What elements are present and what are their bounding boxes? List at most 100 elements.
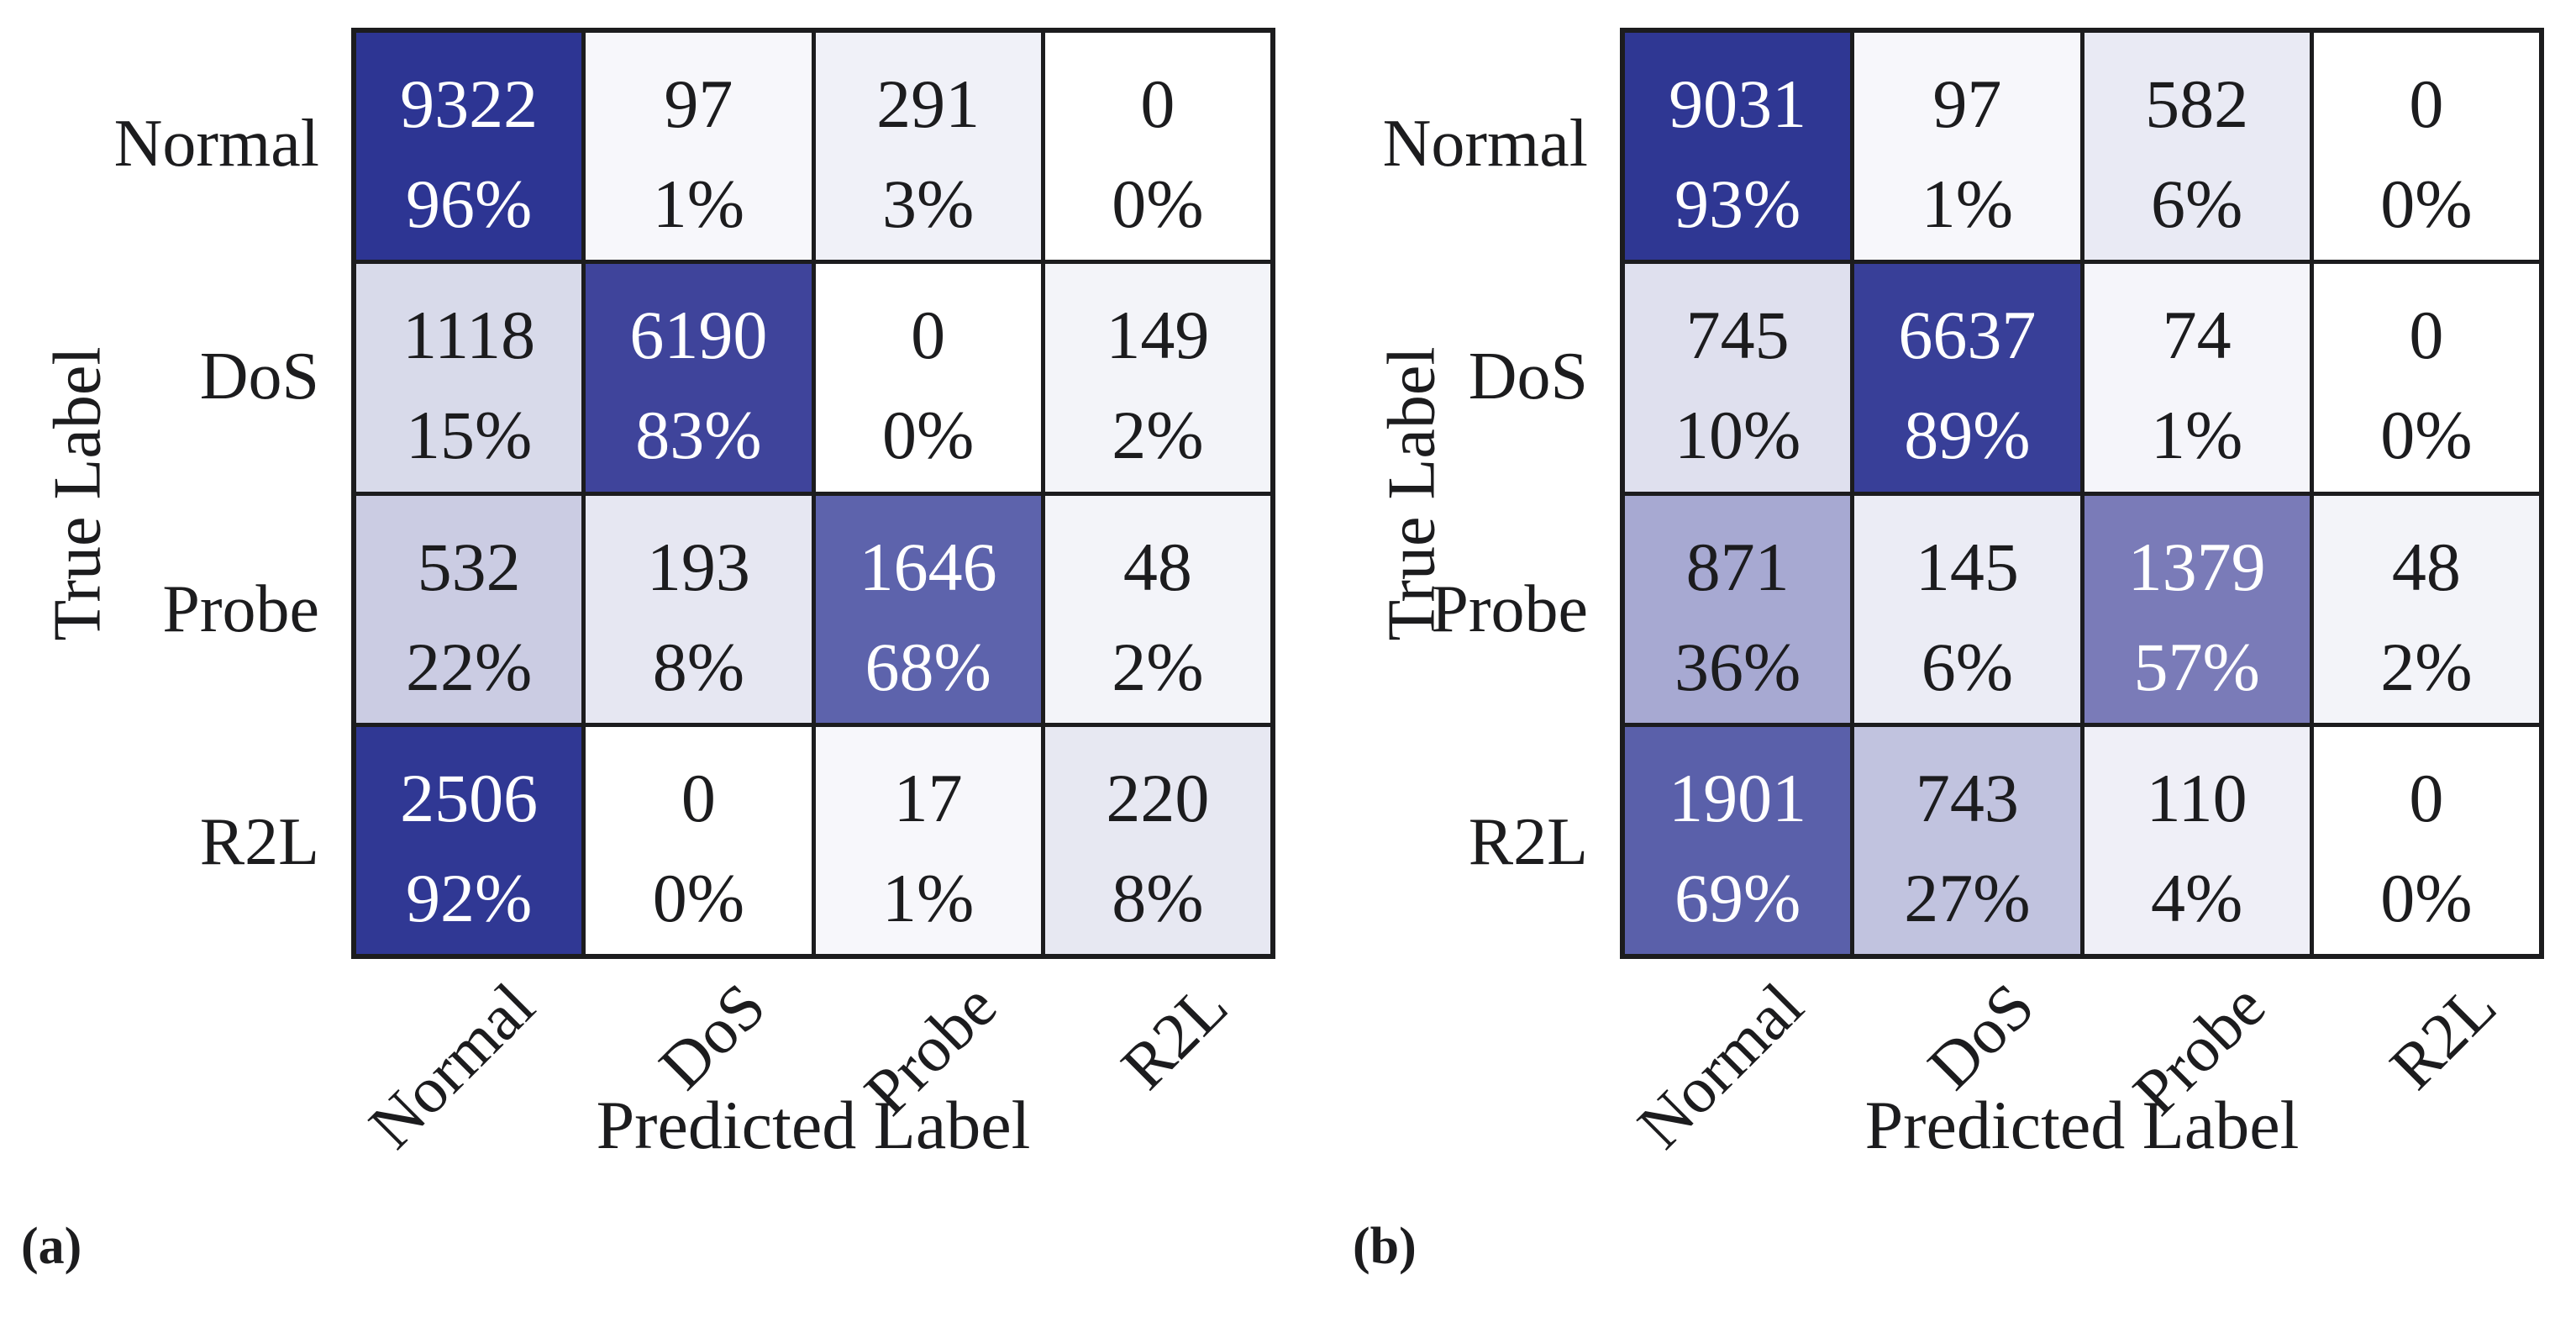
cell-percent: 2% xyxy=(1112,397,1204,474)
cell-count: 6637 xyxy=(1898,297,2037,374)
cell-count: 0 xyxy=(2409,297,2444,374)
matrix-cell: 871 36% xyxy=(1625,495,1851,723)
cell-count: 6190 xyxy=(629,297,768,374)
cell-count: 17 xyxy=(893,759,963,836)
cell-count: 110 xyxy=(2146,759,2247,836)
cell-percent: 10% xyxy=(1674,397,1801,474)
cell-count: 97 xyxy=(1932,66,2002,143)
matrix-cell: 1646 68% xyxy=(815,495,1041,723)
cell-count: 532 xyxy=(417,528,521,605)
row-label-dos: DoS xyxy=(199,340,319,414)
row-label-probe: Probe xyxy=(1431,572,1588,646)
cell-count: 2506 xyxy=(400,759,539,836)
cell-percent: 4% xyxy=(2150,859,2243,936)
confusion-matrix-panel-b: True Label Normal DoS Probe R2L 9031 93%… xyxy=(1269,0,2576,1317)
cell-count: 193 xyxy=(646,528,750,605)
cell-count: 0 xyxy=(2409,759,2444,836)
cell-percent: 36% xyxy=(1674,628,1801,705)
cell-count: 1118 xyxy=(402,297,536,374)
cell-percent: 0% xyxy=(2380,859,2473,936)
cell-percent: 96% xyxy=(405,166,533,243)
matrix-cell: 9031 93% xyxy=(1625,33,1851,261)
cell-percent: 6% xyxy=(2150,166,2243,243)
cell-percent: 2% xyxy=(2380,628,2473,705)
cell-percent: 8% xyxy=(652,628,745,705)
cell-percent: 68% xyxy=(865,628,991,705)
cell-percent: 15% xyxy=(405,397,533,474)
cell-percent: 0% xyxy=(2380,397,2473,474)
matrix-cell: 110 4% xyxy=(2084,726,2310,954)
cell-count: 291 xyxy=(876,66,980,143)
x-axis-title: Predicted Label xyxy=(596,1087,1031,1163)
matrix-cell: 532 22% xyxy=(356,495,582,723)
matrix-cell: 97 1% xyxy=(586,33,812,261)
matrix-cell: 743 27% xyxy=(1854,726,2080,954)
cell-percent: 2% xyxy=(1112,628,1204,705)
cell-percent: 1% xyxy=(652,166,745,243)
cell-count: 74 xyxy=(2162,297,2232,374)
cell-percent: 0% xyxy=(652,859,745,936)
cell-percent: 1% xyxy=(1921,166,2014,243)
cell-count: 0 xyxy=(911,297,946,374)
matrix-grid: 9322 96% 97 1% 291 3% 0 0% 1118 15% 6190… xyxy=(351,28,1275,959)
cell-count: 9031 xyxy=(1669,66,1807,143)
cell-count: 871 xyxy=(1685,528,1790,605)
matrix-cell: 0 0% xyxy=(586,726,812,954)
cell-percent: 8% xyxy=(1112,859,1204,936)
cell-percent: 57% xyxy=(2133,628,2260,705)
x-axis-title: Predicted Label xyxy=(1864,1087,2300,1163)
matrix-cell: 17 1% xyxy=(815,726,1041,954)
cell-percent: 22% xyxy=(405,628,533,705)
row-label-dos: DoS xyxy=(1468,340,1588,414)
cell-percent: 92% xyxy=(405,859,533,936)
row-label-normal: Normal xyxy=(113,107,319,181)
matrix-cell: 48 2% xyxy=(1044,495,1270,723)
cell-count: 1901 xyxy=(1669,759,1807,836)
cell-percent: 83% xyxy=(635,397,762,474)
matrix-cell: 1379 57% xyxy=(2084,495,2310,723)
cell-percent: 69% xyxy=(1674,859,1801,936)
cell-count: 220 xyxy=(1106,759,1210,836)
cell-count: 48 xyxy=(2391,528,2461,605)
cell-count: 1646 xyxy=(859,528,997,605)
cell-count: 145 xyxy=(1915,528,2019,605)
matrix-cell: 220 8% xyxy=(1044,726,1270,954)
cell-count: 0 xyxy=(681,759,716,836)
cell-count: 149 xyxy=(1106,297,1210,374)
row-label-r2l: R2L xyxy=(1468,805,1588,879)
cell-percent: 0% xyxy=(1112,166,1204,243)
cell-count: 582 xyxy=(2145,66,2249,143)
matrix-cell: 0 0% xyxy=(2313,33,2539,261)
matrix-cell: 193 8% xyxy=(586,495,812,723)
cell-count: 48 xyxy=(1122,528,1192,605)
panel-tag-b: (b) xyxy=(1353,1218,1417,1275)
matrix-cell: 582 6% xyxy=(2084,33,2310,261)
matrix-cell: 48 2% xyxy=(2313,495,2539,723)
matrix-cell: 6190 83% xyxy=(586,264,812,492)
matrix-cell: 149 2% xyxy=(1044,264,1270,492)
cell-percent: 93% xyxy=(1674,166,1801,243)
cell-count: 97 xyxy=(664,66,733,143)
matrix-cell: 97 1% xyxy=(1854,33,2080,261)
matrix-cell: 9322 96% xyxy=(356,33,582,261)
cell-percent: 27% xyxy=(1904,859,2031,936)
matrix-cell: 6637 89% xyxy=(1854,264,2080,492)
matrix-cell: 0 0% xyxy=(2313,264,2539,492)
row-label-normal: Normal xyxy=(1382,107,1588,181)
matrix-cell: 0 0% xyxy=(2313,726,2539,954)
panel-tag-a: (a) xyxy=(21,1218,82,1275)
cell-count: 0 xyxy=(1140,66,1175,143)
row-label-probe: Probe xyxy=(162,572,319,646)
matrix-cell: 145 6% xyxy=(1854,495,2080,723)
cell-count: 9322 xyxy=(400,66,539,143)
cell-count: 743 xyxy=(1915,759,2019,836)
matrix-grid: 9031 93% 97 1% 582 6% 0 0% 745 10% 6637 … xyxy=(1620,28,2544,959)
cell-percent: 0% xyxy=(881,397,975,474)
matrix-cell: 1901 69% xyxy=(1625,726,1851,954)
matrix-cell: 0 0% xyxy=(1044,33,1270,261)
matrix-cell: 2506 92% xyxy=(356,726,582,954)
cell-percent: 1% xyxy=(2150,397,2243,474)
cell-count: 1379 xyxy=(2127,528,2266,605)
matrix-cell: 1118 15% xyxy=(356,264,582,492)
matrix-cell: 291 3% xyxy=(815,33,1041,261)
